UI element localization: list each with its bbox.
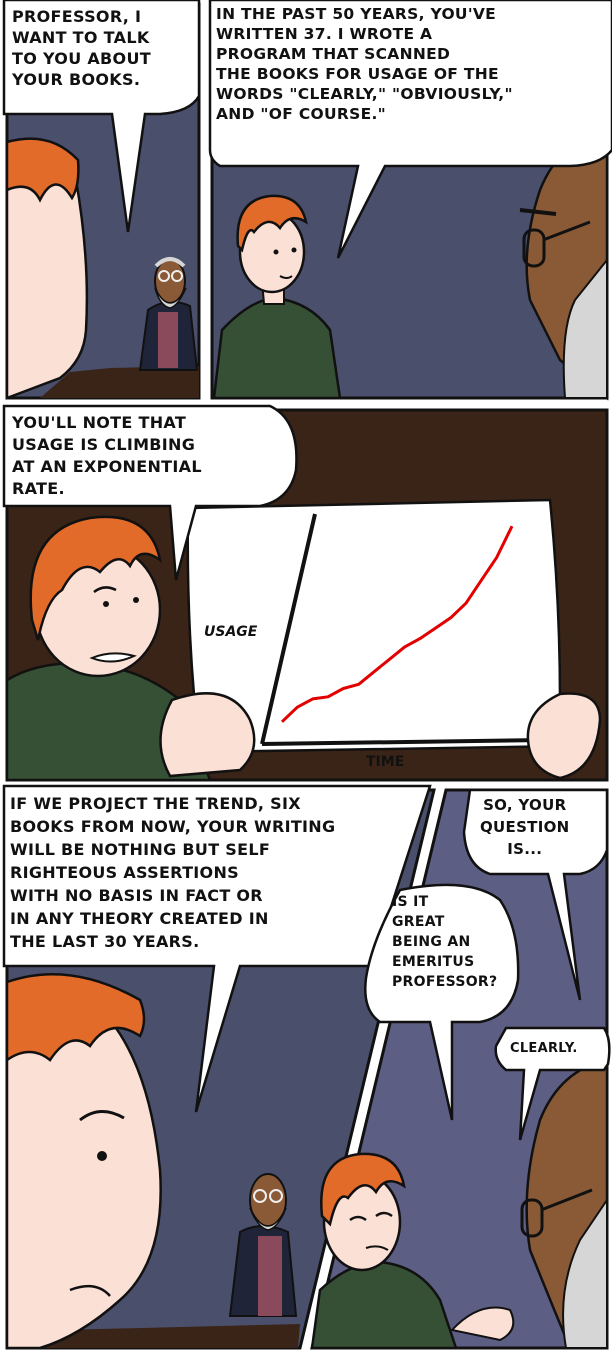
professor-figure (228, 1173, 298, 1317)
speech-bubble (2, 0, 201, 233)
panel-5-speech-professor: CLEARLY. (510, 1041, 578, 1056)
panel-2 (208, 0, 612, 401)
panel-1 (2, 0, 201, 400)
student-figure (310, 1152, 515, 1350)
panel-2-speech: IN THE PAST 50 YEARS, YOU'VE WRITTEN 37.… (216, 5, 513, 123)
professor-figure (138, 257, 199, 371)
speech-bubble (2, 784, 432, 1113)
usage-chart (260, 513, 546, 746)
panel-5 (310, 788, 611, 1350)
professor-figure (520, 1058, 609, 1350)
panel-5-speech-student-question: IS IT GREAT BEING AN EMERITUS PROFESSOR? (392, 894, 498, 990)
student-figure (212, 194, 342, 400)
chart-x-label: TIME (366, 754, 405, 770)
student-figure (5, 972, 162, 1350)
chart-series-line (280, 525, 514, 723)
speech-bubble (494, 1026, 611, 1141)
student-figure (5, 515, 212, 782)
panel-5-speech-student: SO, YOUR QUESTION IS... (480, 796, 570, 858)
chart-y-axis (260, 513, 317, 745)
chart-x-axis (261, 738, 546, 746)
panel-4-speech: IF WE PROJECT THE TREND, SIX BOOKS FROM … (10, 794, 336, 951)
panel-3 (2, 404, 609, 782)
panel-1-speech: PROFESSOR, I WANT TO TALK TO YOU ABOUT Y… (12, 7, 151, 89)
speech-bubble (462, 788, 609, 1001)
student-figure (5, 137, 89, 400)
chart-y-label: USAGE (204, 624, 258, 640)
speech-bubble (208, 0, 612, 259)
panel-3-speech: YOU'LL NOTE THAT USAGE IS CLIMBING AT AN… (12, 413, 202, 498)
speech-bubble (364, 883, 520, 1121)
speech-bubble (2, 404, 298, 581)
